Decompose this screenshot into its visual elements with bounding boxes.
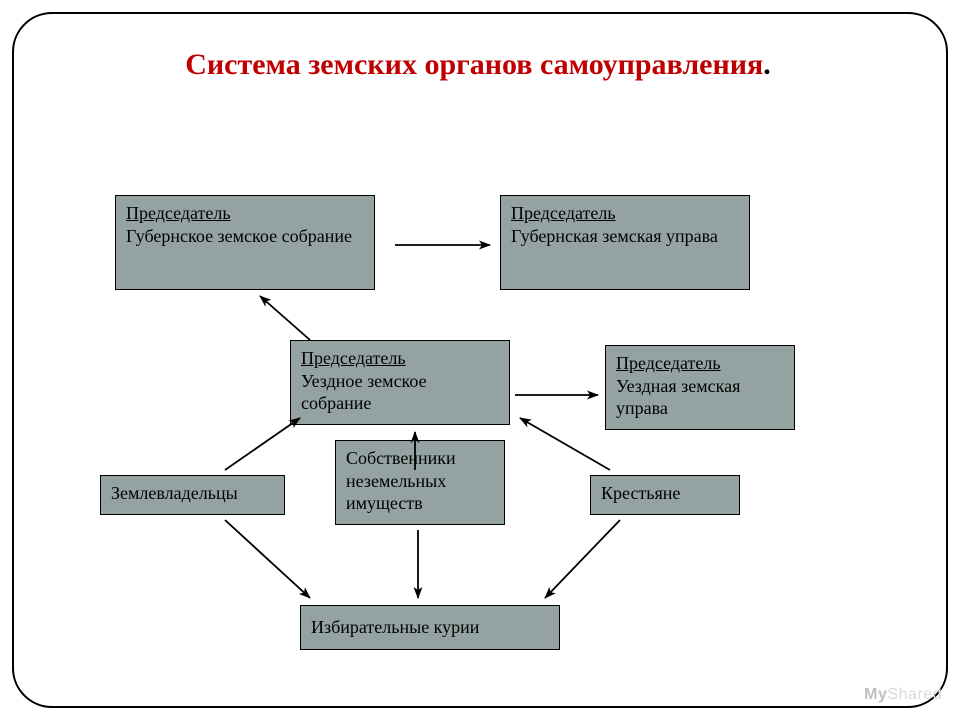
title-text: Система земских органов самоуправления — [185, 48, 763, 81]
node-gubernskaya-uprava: Председатель Губернская земская управа — [500, 195, 750, 290]
node-body: Уездное земское собрание — [301, 371, 427, 414]
node-label: Избирательные курии — [311, 616, 479, 639]
node-header: Председатель — [616, 353, 721, 373]
watermark: MyShared — [864, 686, 942, 704]
node-gubernskoe-sobranie: Председатель Губернское земское собрание — [115, 195, 375, 290]
node-header: Председатель — [301, 348, 406, 368]
node-uezdnaya-uprava: Председатель Уездная земская управа — [605, 345, 795, 430]
node-header: Председатель — [126, 203, 231, 223]
node-body: Губернское земское собрание — [126, 226, 352, 246]
node-label: Собственники неземельных имуществ — [346, 448, 456, 513]
node-sobstvenniki: Собственники неземельных имуществ — [335, 440, 505, 525]
watermark-suffix: Shared — [887, 686, 942, 703]
node-label: Землевладельцы — [111, 483, 238, 503]
node-label: Крестьяне — [601, 483, 680, 503]
node-body: Уездная земская управа — [616, 376, 740, 419]
node-uezdnoe-sobranie: Председатель Уездное земское собрание — [290, 340, 510, 425]
node-header: Председатель — [511, 203, 616, 223]
diagram-title: Система земских органов самоуправления. — [108, 48, 848, 82]
node-izbiratelnye-kurii: Избирательные курии — [300, 605, 560, 650]
node-body: Губернская земская управа — [511, 226, 718, 246]
title-dot: . — [763, 48, 771, 81]
node-krestyane: Крестьяне — [590, 475, 740, 515]
node-zemlevladeltsy: Землевладельцы — [100, 475, 285, 515]
watermark-prefix: My — [864, 686, 887, 703]
